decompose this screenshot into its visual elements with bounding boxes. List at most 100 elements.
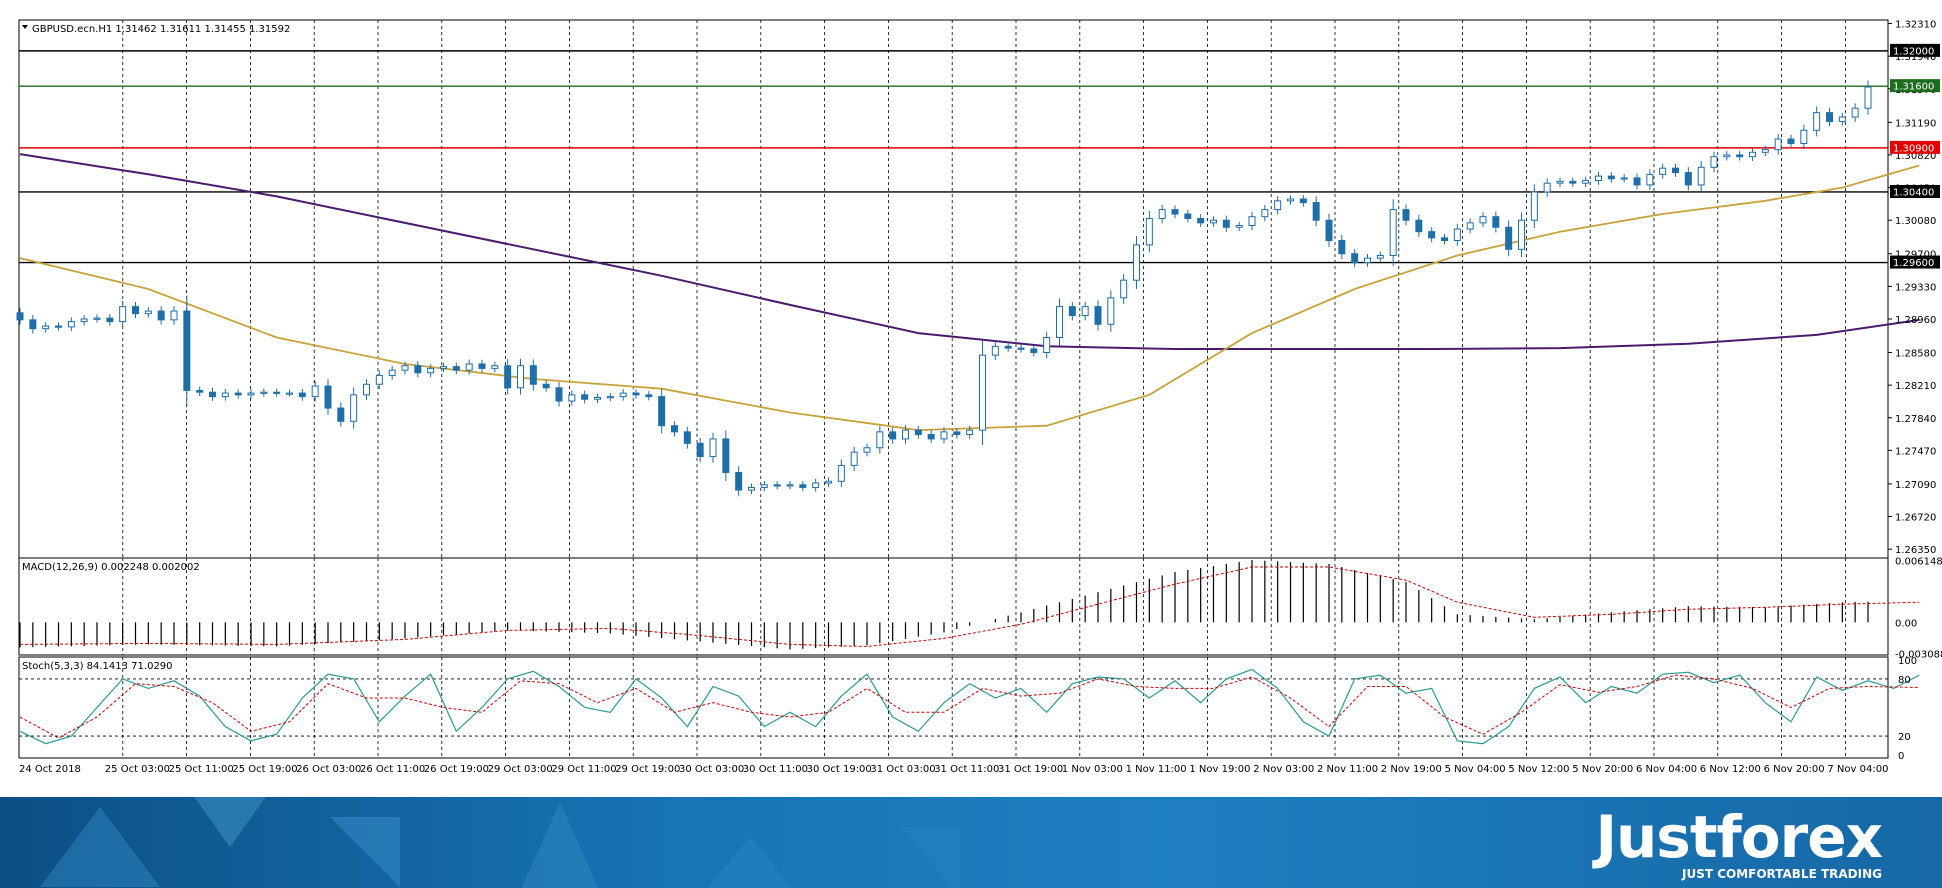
candle: [491, 365, 499, 369]
candle: [825, 480, 832, 484]
candle: [1415, 219, 1423, 233]
macd-tick-label: 0.00: [1895, 618, 1917, 629]
x-tick-label: 6 Nov 12:00: [1700, 764, 1761, 775]
stoch-tick-label: 20: [1898, 732, 1911, 743]
candle: [29, 319, 37, 330]
candle: [1441, 237, 1448, 241]
candle: [966, 429, 974, 436]
candle: [1274, 200, 1282, 211]
candle: [1120, 279, 1128, 299]
x-tick-label: 5 Nov 20:00: [1572, 764, 1633, 775]
candle: [1749, 151, 1756, 158]
x-tick-label: 5 Nov 12:00: [1508, 764, 1569, 775]
candle: [1043, 337, 1051, 354]
candle: [1723, 154, 1731, 158]
candle: [1133, 244, 1140, 281]
candle: [478, 363, 486, 369]
candle: [863, 447, 871, 453]
candle: [1505, 226, 1513, 250]
y-tick-label: 1.29700: [1895, 250, 1936, 261]
x-tick-label: 25 Oct 11:00: [169, 764, 234, 775]
candle: [1145, 217, 1153, 246]
y-tick-label: 1.30080: [1895, 216, 1936, 227]
candle: [221, 392, 229, 398]
candle: [1466, 222, 1474, 230]
x-tick-label: 6 Nov 20:00: [1764, 764, 1825, 775]
decor-shape: [520, 802, 600, 888]
level-price-label: 1.31600: [1893, 82, 1934, 93]
candle: [440, 366, 447, 369]
candle: [1582, 180, 1590, 184]
candle: [1107, 297, 1115, 325]
x-tick-label: 2 Nov 11:00: [1317, 764, 1378, 775]
ma-fast-line: [19, 164, 1920, 432]
x-tick-label: 31 Oct 19:00: [998, 764, 1063, 775]
x-tick-label: 24 Oct 2018: [19, 764, 81, 775]
candle: [16, 312, 24, 321]
level-price-tag: [1890, 43, 1940, 57]
macd-tick-label: -0.003088: [1895, 649, 1942, 660]
candle: [1492, 216, 1500, 228]
ma-slow-line: [19, 153, 1920, 350]
candle: [517, 365, 524, 389]
y-tick-label: 1.30820: [1895, 151, 1936, 162]
candle: [1697, 166, 1705, 186]
candle: [850, 451, 858, 466]
candle: [1325, 219, 1333, 241]
candle: [1787, 138, 1795, 144]
y-tick-label: 1.27470: [1895, 446, 1936, 457]
price-pane: [18, 19, 1889, 559]
x-tick-label: 29 Oct 19:00: [615, 764, 680, 775]
candle: [1556, 180, 1564, 184]
price-pane-title: GBPUSD.ecn.H1 1.31462 1.31611 1.31455 1.…: [32, 24, 290, 35]
candle: [671, 425, 678, 433]
symbol-dropdown-icon[interactable]: [22, 25, 28, 29]
x-tick-label: 2 Nov 19:00: [1381, 764, 1442, 775]
y-tick-label: 1.31190: [1895, 118, 1936, 129]
level-price-label: 1.30900: [1893, 143, 1934, 154]
candle: [1364, 257, 1371, 264]
candle: [401, 365, 409, 371]
candle: [80, 318, 88, 323]
candle: [144, 310, 152, 315]
candle: [183, 310, 191, 391]
x-tick-label: 1 Nov 03:00: [1062, 764, 1123, 775]
candle: [273, 391, 281, 394]
candle: [209, 391, 216, 398]
candle: [1171, 209, 1179, 215]
candle: [363, 383, 370, 396]
candle: [581, 394, 589, 400]
x-tick-label: 6 Nov 04:00: [1636, 764, 1697, 775]
level-price-tag: [1890, 184, 1940, 198]
candle: [1017, 347, 1025, 350]
candle: [876, 431, 884, 449]
y-tick-label: 1.29330: [1895, 282, 1936, 293]
candle: [157, 310, 165, 321]
candle: [350, 394, 358, 422]
stoch-pane-title: Stoch(5,3,3) 84.1413 71.0290: [22, 661, 173, 672]
candle: [1210, 219, 1217, 224]
brand-footer: Justforex JUST COMFORTABLE TRADING: [0, 797, 1942, 888]
macd-tick-label: 0.006148: [1895, 557, 1942, 568]
candle: [940, 431, 948, 440]
candle: [735, 471, 743, 491]
candle: [1428, 231, 1436, 239]
candle: [1672, 167, 1679, 174]
candle: [645, 394, 653, 398]
candle: [1864, 86, 1872, 109]
level-price-label: 1.30400: [1893, 187, 1934, 198]
candle: [979, 354, 986, 431]
candle: [1389, 209, 1397, 256]
candle: [55, 325, 62, 328]
justforex-logo: Justforex: [1595, 803, 1883, 871]
candle: [786, 484, 794, 487]
candle: [1068, 306, 1076, 316]
candle: [1838, 116, 1846, 122]
x-tick-label: 29 Oct 11:00: [551, 764, 616, 775]
candle: [1312, 202, 1320, 221]
candle: [1620, 177, 1628, 180]
candle: [67, 321, 75, 328]
candle: [1158, 209, 1166, 219]
candle: [1287, 198, 1294, 202]
candle: [722, 438, 730, 473]
